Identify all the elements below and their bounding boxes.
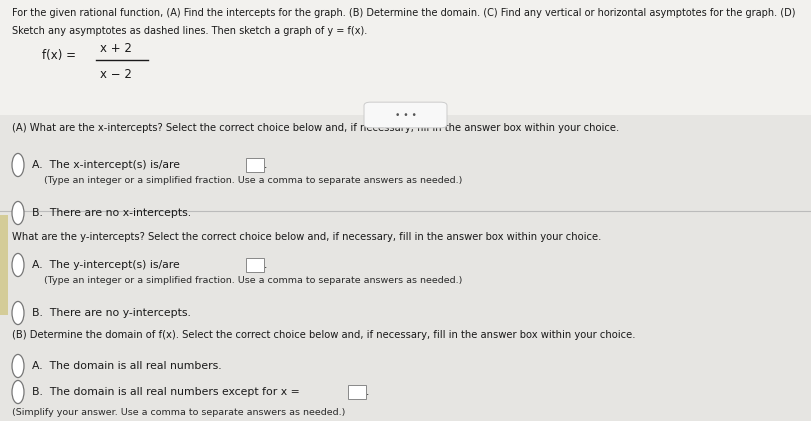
Text: x + 2: x + 2 <box>100 42 132 54</box>
Text: (B) Determine the domain of f(x). Select the correct choice below and, if necess: (B) Determine the domain of f(x). Select… <box>12 330 636 340</box>
Text: A.  The x-intercept(s) is/are: A. The x-intercept(s) is/are <box>32 160 180 170</box>
Ellipse shape <box>12 354 24 378</box>
Text: B.  There are no x-intercepts.: B. There are no x-intercepts. <box>32 208 191 218</box>
Ellipse shape <box>12 381 24 404</box>
Text: (A) What are the x-intercepts? Select the correct choice below and, if necessary: (A) What are the x-intercepts? Select th… <box>12 123 620 133</box>
Text: A.  The domain is all real numbers.: A. The domain is all real numbers. <box>32 361 221 371</box>
Text: .: . <box>264 160 268 170</box>
Text: • • •: • • • <box>395 110 416 120</box>
FancyBboxPatch shape <box>364 102 447 128</box>
Text: Sketch any asymptotes as dashed lines. Then sketch a graph of y = f(x).: Sketch any asymptotes as dashed lines. T… <box>12 26 367 36</box>
Text: B.  The domain is all real numbers except for x =: B. The domain is all real numbers except… <box>32 387 300 397</box>
Text: (Type an integer or a simplified fraction. Use a comma to separate answers as ne: (Type an integer or a simplified fractio… <box>44 176 462 185</box>
FancyBboxPatch shape <box>0 0 811 115</box>
Text: What are the y-intercepts? Select the correct choice below and, if necessary, fi: What are the y-intercepts? Select the co… <box>12 232 602 242</box>
Text: x − 2: x − 2 <box>100 67 132 80</box>
Ellipse shape <box>12 153 24 176</box>
Ellipse shape <box>12 201 24 224</box>
Text: (Simplify your answer. Use a comma to separate answers as needed.): (Simplify your answer. Use a comma to se… <box>12 408 345 417</box>
Text: f(x) =: f(x) = <box>42 48 76 61</box>
Ellipse shape <box>12 301 24 325</box>
Text: B.  There are no y-intercepts.: B. There are no y-intercepts. <box>32 308 191 318</box>
FancyBboxPatch shape <box>348 384 366 400</box>
FancyBboxPatch shape <box>0 115 811 421</box>
Text: .: . <box>366 387 369 397</box>
Ellipse shape <box>12 253 24 277</box>
Text: A.  The y-intercept(s) is/are: A. The y-intercept(s) is/are <box>32 260 180 270</box>
Text: (Type an integer or a simplified fraction. Use a comma to separate answers as ne: (Type an integer or a simplified fractio… <box>44 276 462 285</box>
FancyBboxPatch shape <box>247 157 264 173</box>
Text: For the given rational function, (A) Find the intercepts for the graph. (B) Dete: For the given rational function, (A) Fin… <box>12 8 796 18</box>
FancyBboxPatch shape <box>247 258 264 272</box>
Text: .: . <box>264 260 268 270</box>
FancyBboxPatch shape <box>0 215 8 315</box>
